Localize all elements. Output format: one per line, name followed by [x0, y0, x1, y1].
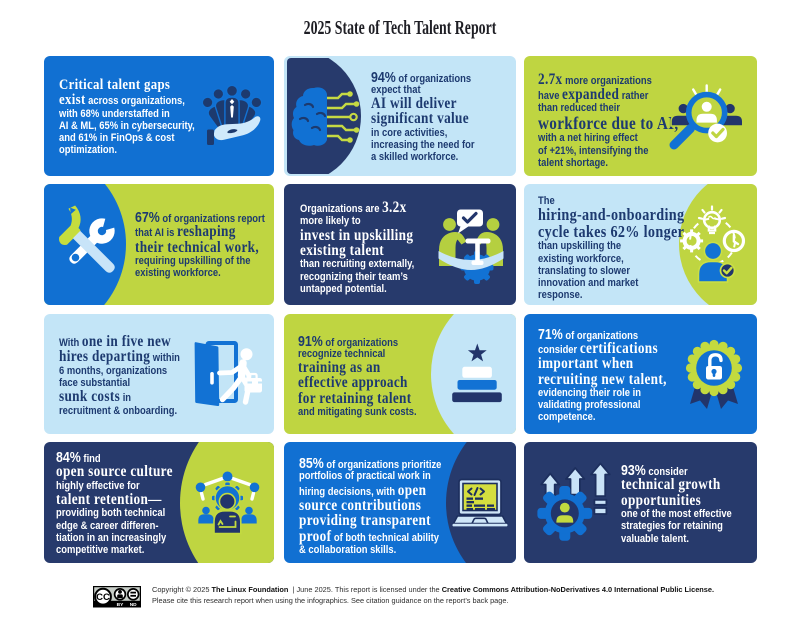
svg-text:CC: CC — [96, 592, 110, 603]
svg-text:BY: BY — [117, 602, 124, 608]
svg-text:ND: ND — [130, 602, 137, 608]
